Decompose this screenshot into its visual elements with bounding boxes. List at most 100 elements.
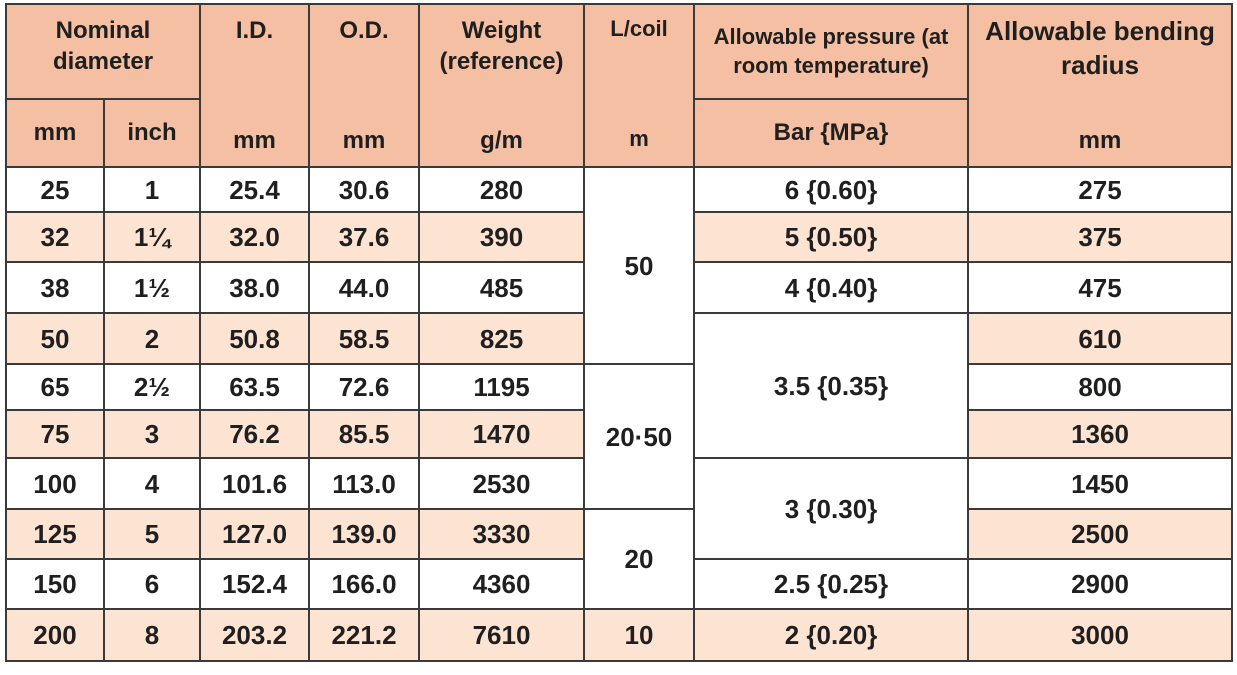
unit-weight: g/m [480,127,523,154]
unit-row: mm inch Bar {MPa} [5,98,1232,168]
cell-od: 44.0 [308,261,421,314]
cell-lcoil: 50 [583,166,696,365]
cell-bending-radius: 1360 [967,409,1234,459]
cell-id: 101.6 [199,457,311,510]
cell-id: 76.2 [199,409,311,459]
cell-id: 152.4 [199,558,311,610]
cell-bending-radius: 800 [967,363,1234,411]
table-row: 65 2½ 63.5 72.6 1195 20·50 800 [5,363,1234,510]
cell-bending-radius: 3000 [967,608,1234,662]
cell-weight: 7610 [418,608,586,662]
cell-od: 139.0 [308,508,421,560]
header-lcoil-title: L/coil [610,16,668,41]
cell-nd-mm: 150 [5,558,105,610]
unit-bending: mm [1078,127,1122,154]
cell-nd-inch: 3 [102,409,202,459]
cell-id: 32.0 [199,211,311,263]
unit-nd-inch: inch [102,98,202,168]
cell-od: 37.6 [308,211,421,263]
table-row: 150 6 152.4 166.0 4360 2.5 {0.25} 2900 [5,558,1234,610]
cell-weight: 4360 [418,558,586,610]
unit-lcoil: m [629,126,649,151]
cell-nd-inch: 2½ [102,363,202,411]
cell-lcoil: 10 [583,608,696,662]
cell-od: 166.0 [308,558,421,610]
table-row: 75 3 76.2 85.5 1470 1360 [5,409,1234,459]
cell-nd-mm: 75 [5,409,105,459]
cell-pressure: 6 {0.60} [693,166,970,213]
cell-bending-radius: 1450 [967,457,1234,510]
cell-nd-mm: 200 [5,608,105,662]
cell-id: 38.0 [199,261,311,314]
cell-nd-mm: 65 [5,363,105,411]
cell-nd-inch: 2 [102,312,202,365]
cell-od: 85.5 [308,409,421,459]
cell-weight: 1195 [418,363,586,411]
cell-nd-inch: 4 [102,457,202,510]
header-nominal-diameter: Nominal diameter [4,3,202,100]
cell-weight: 485 [418,261,586,314]
cell-od: 221.2 [308,608,421,662]
cell-nd-mm: 38 [5,261,105,314]
cell-pressure: 4 {0.40} [693,261,970,314]
cell-weight: 390 [418,211,586,263]
header-pressure: Allowable pressure (at room temperature) [693,3,970,100]
cell-bending-radius: 475 [967,261,1234,314]
table-row: 50 2 50.8 58.5 825 3.5 {0.35} 610 [5,312,1234,459]
cell-id: 127.0 [199,508,311,560]
cell-id: 25.4 [199,166,311,213]
header-od: O.D. mm [308,3,421,168]
cell-id: 50.8 [199,312,311,365]
cell-nd-inch: 5 [102,508,202,560]
cell-nd-mm: 125 [5,508,105,560]
cell-bending-radius: 275 [967,166,1234,213]
table-row: 25 1 25.4 30.6 280 50 6 {0.60} 275 [5,166,1234,365]
header-bending-radius: Allowable bending radius mm [967,3,1234,168]
cell-weight: 2530 [418,457,586,510]
table-row: 32 1¼ 32.0 37.6 390 5 {0.50} 375 [5,211,1234,263]
unit-id: mm [233,127,276,154]
cell-bending-radius: 375 [967,211,1234,263]
table-row: 100 4 101.6 113.0 2530 3 {0.30} 1450 [5,457,1234,560]
unit-od: mm [342,127,386,154]
header-id-title: I.D. [235,17,274,44]
cell-pressure: 5 {0.50} [693,211,970,263]
cell-id: 63.5 [199,363,311,411]
cell-bending-radius: 2900 [967,558,1234,610]
cell-nd-mm: 100 [5,457,105,510]
cell-pressure: 2.5 {0.25} [693,558,970,610]
cell-od: 113.0 [308,457,421,510]
cell-nd-inch: 6 [102,558,202,610]
cell-weight: 280 [418,166,586,213]
cell-lcoil: 20·50 [583,363,696,510]
header-row: Nominal diameter I.D. mm O.D. mm Weight (r… [4,3,1234,168]
cell-nd-inch: 8 [102,608,202,662]
table-row: 200 8 203.2 221.2 7610 10 2 {0.20} 3000 [5,608,1234,662]
header-weight: Weight (reference) g/m [418,3,586,168]
cell-bending-radius: 610 [967,312,1234,365]
table-body: 25 1 25.4 30.6 280 50 6 {0.60} 275 32 1¼ 32.0 37.6 3… [5,166,1234,662]
cell-od: 72.6 [308,363,421,411]
cell-bending-radius: 2500 [967,508,1234,560]
cell-nd-mm: 50 [5,312,105,365]
cell-nd-mm: 25 [5,166,105,213]
header-lcoil: L/coil m [583,3,696,168]
cell-od: 30.6 [308,166,421,213]
cell-pressure: 3 {0.30} [693,457,970,560]
cell-lcoil: 20 [583,508,696,610]
header-bending-title: Allowable bending radius [985,16,1215,80]
cell-pressure: 2 {0.20} [693,608,970,662]
cell-weight: 3330 [418,508,586,560]
header-id: I.D. mm [199,3,311,168]
cell-nd-inch: 1½ [102,261,202,314]
header-weight-title: Weight (reference) [439,17,564,76]
hose-spec-table: Nominal diameter I.D. mm O.D. mm Weight (r… [4,3,1234,662]
cell-weight: 825 [418,312,586,365]
table-row: 125 5 127.0 139.0 3330 20 2500 [5,508,1234,610]
table-row: 38 1½ 38.0 44.0 485 4 {0.40} 475 [5,261,1234,314]
cell-od: 58.5 [308,312,421,365]
unit-nd-mm: mm [5,98,105,168]
cell-nd-inch: 1 [102,166,202,213]
cell-id: 203.2 [199,608,311,662]
unit-pressure: Bar {MPa} [693,98,970,168]
